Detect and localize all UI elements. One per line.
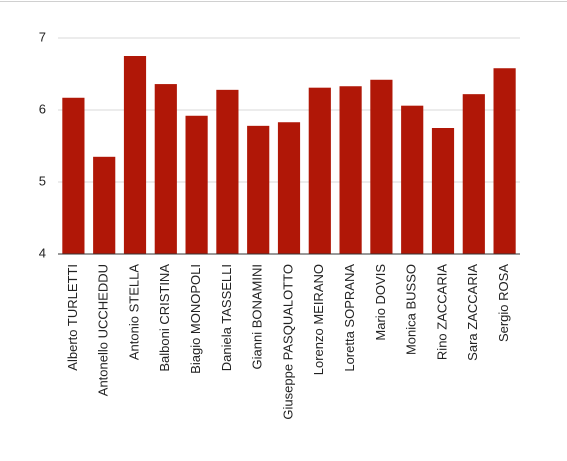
y-tick-label: 5 (39, 173, 46, 188)
bar (462, 94, 485, 254)
x-tick-label: Mario DOVIS (373, 264, 388, 341)
y-tick-label: 7 (39, 29, 46, 44)
x-tick-label: Alberto TURLETTI (65, 264, 80, 371)
bar (431, 128, 455, 254)
x-tick-label: Gianni BONAMINI (250, 264, 265, 369)
x-tick-label: Loretta SOPRANA (342, 264, 357, 372)
bar (308, 87, 331, 255)
x-tick-label: Biagio MONOPOLI (188, 264, 203, 374)
x-tick-label: Balboni CRISTINA (157, 264, 172, 372)
bar (277, 122, 301, 255)
x-tick-label: Rino ZACCARIA (434, 264, 449, 360)
x-tick-label: Giuseppe PASQUALOTTO (280, 264, 295, 420)
x-tick-label: Antonio STELLA (126, 264, 141, 360)
x-tick-label: Daniela TASSELLI (219, 264, 234, 371)
bar (93, 156, 116, 254)
y-tick-label: 4 (39, 245, 46, 260)
bar (154, 84, 177, 254)
y-tick-label: 6 (39, 101, 46, 116)
bar (123, 56, 147, 254)
x-tick-label: Sara ZACCARIA (465, 264, 480, 361)
bar (216, 89, 239, 254)
bar (493, 68, 516, 255)
x-tick-label: Sergio ROSA (496, 264, 511, 342)
x-tick-label: Monica BUSSO (404, 264, 419, 355)
bar (247, 125, 270, 254)
x-tick-label: Antonello UCCHEDDU (96, 264, 111, 396)
bar (401, 105, 424, 255)
x-tick-label: Lorenzo MEIRANO (311, 264, 326, 375)
bar (339, 86, 362, 255)
bar (370, 79, 393, 254)
bar (185, 115, 208, 254)
bar (62, 97, 85, 254)
